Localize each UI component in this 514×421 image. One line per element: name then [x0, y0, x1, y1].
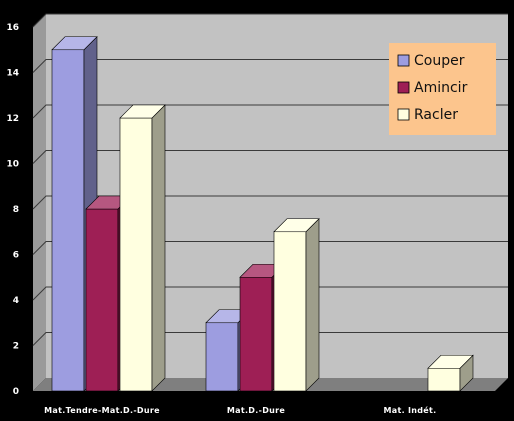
gridline: [32, 286, 508, 301]
gridline: [32, 13, 508, 28]
bar-top: [273, 218, 320, 233]
bar-top: [119, 104, 166, 119]
x-tick-label: Mat. Indét.: [384, 405, 437, 415]
gridlines: [32, 13, 508, 346]
legend-swatch-racler: [397, 108, 410, 121]
bar-front: [273, 231, 307, 392]
y-tick-label: 0: [13, 387, 19, 397]
legend-label: Racler: [414, 107, 458, 123]
y-tick-label: 6: [13, 251, 19, 261]
bar-racler-0: [119, 104, 166, 392]
legend-swatch-amincir: [397, 81, 410, 94]
bar-front: [205, 322, 239, 392]
gridline: [32, 332, 508, 346]
legend-swatch-couper: [397, 54, 410, 67]
y-tick-label: 12: [6, 114, 19, 124]
bar-racler-2: [427, 354, 474, 392]
bar-side: [305, 218, 320, 392]
legend: Couper Amincir Racler: [389, 43, 496, 135]
gridline: [32, 59, 508, 73]
bar-top: [427, 354, 474, 369]
x-tick-label: Mat.Tendre-Mat.D.-Dure: [44, 406, 160, 415]
gridline: [32, 241, 508, 255]
bar-front: [51, 49, 85, 392]
x-tick-label: Mat.D.-Dure: [227, 406, 286, 415]
bar-front: [427, 367, 461, 392]
bar-front: [239, 276, 273, 392]
gridline: [32, 104, 508, 119]
y-tick-label: 10: [6, 160, 19, 170]
gridline: [32, 150, 508, 164]
gridline: [32, 195, 508, 210]
y-tick-label: 16: [6, 23, 19, 33]
bar-front: [119, 117, 153, 392]
y-tick-label: 4: [13, 296, 19, 306]
y-tick-label: 8: [13, 205, 19, 215]
bars: [51, 36, 474, 392]
y-tick-label: 2: [13, 342, 19, 352]
y-tick-label: 14: [6, 69, 19, 79]
bar-front: [85, 208, 119, 392]
y-axis-ticks: 0 2 4 6 8 10 12 14 16: [6, 23, 19, 397]
bar-top: [51, 36, 98, 51]
x-axis-labels: Mat.Tendre-Mat.D.-Dure Mat.D.-Dure Mat. In…: [44, 405, 436, 415]
bar-racler-1: [273, 218, 320, 392]
legend-label: Amincir: [414, 80, 468, 96]
legend-label: Couper: [414, 53, 465, 69]
bar-side: [151, 104, 166, 392]
